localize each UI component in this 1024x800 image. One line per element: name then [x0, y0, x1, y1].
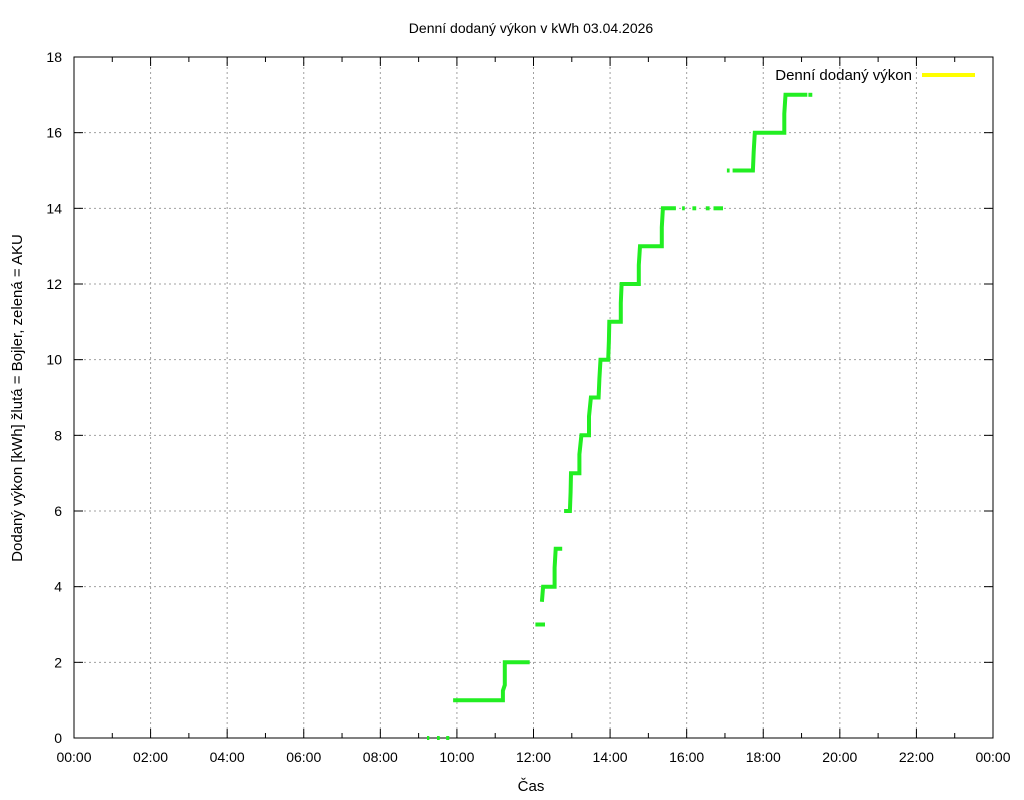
y-tick-labels: 0 2 4 6 8 10 12 14 16 18	[46, 49, 62, 746]
x-tick-label: 10:00	[439, 749, 474, 765]
legend-label: Denní dodaný výkon	[775, 67, 912, 84]
y-tick-label: 12	[46, 276, 62, 292]
y-tick-label: 16	[46, 125, 62, 141]
y-tick-label: 8	[54, 427, 62, 443]
series-1-segment	[732, 92, 808, 173]
x-tick-label: 00:00	[56, 749, 91, 765]
x-tick-labels: 00:00 02:00 04:00 06:00 08:00 10:00 12:00 14:00…	[56, 749, 1010, 765]
x-tick-label: 18:00	[746, 749, 781, 765]
y-tick-label: 10	[46, 352, 62, 368]
series-1-segment	[453, 660, 530, 703]
y-tick-label: 2	[54, 654, 62, 670]
grid-lines	[74, 57, 993, 738]
y-axis-label: Dodaný výkon [kWh] žlutá = Bojler, zelen…	[9, 234, 26, 562]
series-1-segment	[539, 546, 563, 602]
x-axis-label: Čas	[518, 778, 545, 795]
series-1-segment	[564, 206, 676, 513]
legend: Denní dodaný výkon	[775, 67, 975, 84]
x-tick-label: 14:00	[593, 749, 628, 765]
x-tick-label: 22:00	[899, 749, 934, 765]
x-tick-label: 06:00	[286, 749, 321, 765]
y-tick-label: 4	[54, 579, 62, 595]
chart-title: Denní dodaný výkon v kWh 03.04.2026	[409, 20, 654, 36]
x-tick-label: 02:00	[133, 749, 168, 765]
y-tick-label: 6	[54, 503, 62, 519]
x-tick-label: 04:00	[210, 749, 245, 765]
x-tick-label: 20:00	[822, 749, 857, 765]
plot-frame	[73, 56, 994, 739]
x-tick-label: 00:00	[975, 749, 1010, 765]
y-tick-label: 0	[54, 730, 62, 746]
y-tick-label: 14	[46, 200, 62, 216]
x-tick-label: 16:00	[669, 749, 704, 765]
y-tick-label: 18	[46, 49, 62, 65]
series-lines	[427, 92, 813, 740]
x-tick-label: 12:00	[516, 749, 551, 765]
x-tick-label: 08:00	[363, 749, 398, 765]
